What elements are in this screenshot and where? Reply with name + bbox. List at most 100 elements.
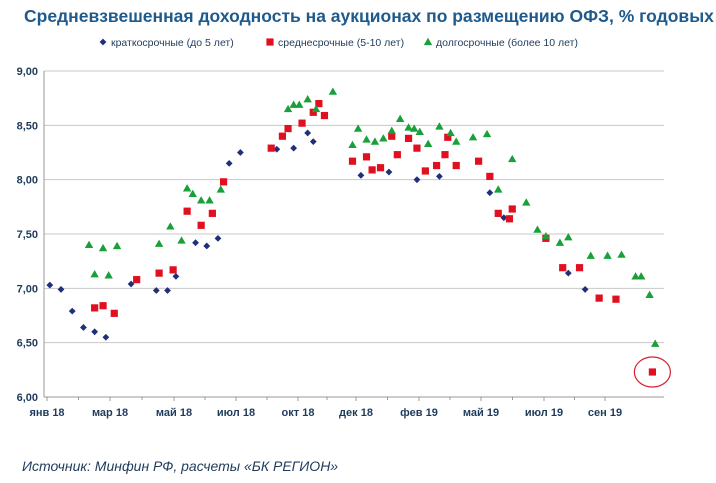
y-tick-label: 8,50 bbox=[17, 120, 38, 132]
point-short bbox=[91, 328, 99, 336]
point-long bbox=[362, 135, 371, 143]
point-short bbox=[273, 145, 281, 153]
point-medium bbox=[315, 100, 323, 108]
point-long bbox=[182, 184, 192, 192]
legend-marker-medium bbox=[266, 38, 274, 46]
point-short bbox=[80, 324, 87, 331]
point-long bbox=[348, 140, 357, 149]
point-long bbox=[636, 272, 646, 280]
point-long bbox=[295, 100, 304, 108]
x-tick-label: окт 18 bbox=[282, 407, 315, 419]
point-short bbox=[385, 168, 393, 176]
point-medium bbox=[267, 144, 275, 152]
point-short bbox=[486, 189, 494, 197]
point-long bbox=[650, 339, 660, 347]
point-long bbox=[90, 270, 99, 278]
point-medium bbox=[183, 207, 191, 215]
point-long bbox=[522, 198, 531, 206]
y-tick-label: 6,50 bbox=[17, 338, 38, 350]
x-tick-label: фев 19 bbox=[400, 407, 438, 419]
annotation-layer bbox=[633, 356, 671, 388]
point-long bbox=[415, 127, 424, 136]
point-long bbox=[617, 250, 626, 258]
point-long bbox=[435, 122, 444, 130]
axis-layer: 6,00 6,50 7,00 7,50 8,00 8,50 9,00 янв 18 мар 18… bbox=[17, 66, 664, 419]
point-long bbox=[177, 236, 186, 244]
point-long bbox=[216, 185, 225, 193]
legend-label-medium: среднесрочные (5-10 лет) bbox=[278, 37, 404, 49]
point-medium bbox=[169, 266, 177, 274]
grid-layer bbox=[44, 70, 664, 398]
point-medium bbox=[219, 178, 228, 186]
point-short bbox=[357, 171, 365, 179]
point-medium bbox=[486, 172, 494, 181]
point-short bbox=[172, 272, 180, 280]
point-long bbox=[196, 196, 206, 204]
point-medium bbox=[320, 111, 329, 120]
legend-marker-short bbox=[99, 38, 107, 46]
point-long bbox=[328, 87, 338, 95]
point-long bbox=[303, 95, 312, 103]
point-medium bbox=[612, 295, 620, 303]
point-medium bbox=[110, 309, 118, 317]
chart-title: Средневзвешенная доходность на аукционах… bbox=[24, 6, 714, 26]
point-short bbox=[413, 176, 421, 184]
point-long bbox=[423, 139, 433, 147]
point-long bbox=[541, 231, 551, 240]
point-long bbox=[555, 238, 565, 246]
point-medium bbox=[388, 132, 396, 140]
point-long bbox=[409, 124, 419, 132]
point-short bbox=[214, 234, 222, 242]
point-medium bbox=[404, 134, 413, 142]
point-medium bbox=[368, 166, 376, 174]
point-short bbox=[290, 144, 298, 152]
x-tick-label: мар 18 bbox=[92, 407, 128, 419]
point-medium bbox=[444, 133, 452, 141]
x-tick-label: июл 19 bbox=[525, 407, 563, 419]
point-medium bbox=[155, 269, 163, 277]
point-long bbox=[482, 129, 492, 138]
point-short bbox=[164, 287, 171, 294]
y-tick-label: 7,50 bbox=[17, 229, 38, 241]
point-medium bbox=[393, 151, 401, 159]
legend-marker-long bbox=[423, 37, 433, 46]
point-medium bbox=[494, 209, 502, 217]
point-medium bbox=[208, 209, 216, 217]
point-long bbox=[452, 137, 461, 145]
point-short bbox=[203, 242, 211, 250]
point-long bbox=[283, 104, 293, 113]
x-tick-label: июл 18 bbox=[217, 407, 255, 419]
point-short bbox=[236, 149, 244, 156]
point-medium bbox=[133, 276, 141, 284]
point-long bbox=[645, 290, 654, 299]
point-medium bbox=[309, 108, 317, 116]
point-long bbox=[98, 243, 108, 252]
point-medium bbox=[421, 167, 429, 175]
point-short bbox=[127, 280, 135, 288]
point-short bbox=[500, 214, 508, 222]
x-tick-label: дек 18 bbox=[339, 407, 373, 419]
point-long bbox=[564, 233, 573, 241]
point-medium bbox=[508, 205, 516, 213]
x-tick-label: сен 19 bbox=[588, 407, 622, 419]
point-long bbox=[154, 239, 164, 247]
point-long bbox=[188, 189, 197, 197]
point-short bbox=[152, 287, 160, 294]
legend-label-short: краткосрочные (до 5 лет) bbox=[111, 37, 234, 49]
point-long bbox=[387, 126, 396, 134]
point-medium bbox=[432, 161, 441, 170]
point-long bbox=[289, 100, 298, 108]
point-short bbox=[225, 159, 233, 167]
point-medium bbox=[348, 157, 357, 165]
point-medium bbox=[595, 294, 603, 302]
x-tick-label: май 19 bbox=[463, 407, 499, 419]
point-medium bbox=[284, 124, 292, 133]
y-tick-label: 9,00 bbox=[17, 66, 38, 78]
point-short bbox=[309, 138, 317, 146]
point-short bbox=[46, 281, 54, 289]
point-medium bbox=[278, 132, 287, 140]
point-short bbox=[192, 239, 199, 247]
point-long bbox=[166, 222, 175, 230]
point-short bbox=[102, 333, 110, 341]
point-medium bbox=[197, 221, 205, 229]
